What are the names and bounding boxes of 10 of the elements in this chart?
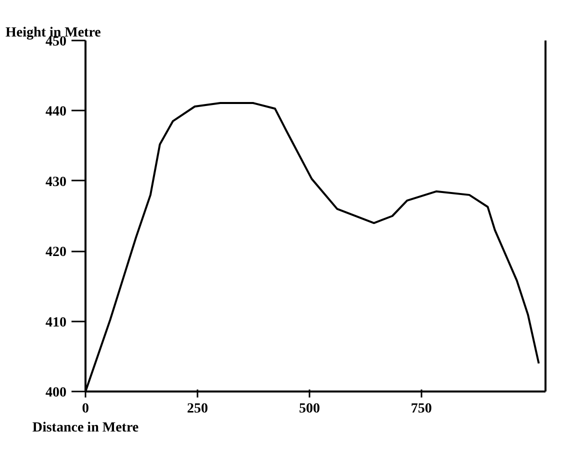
x-tick-label: 250 [186,402,208,416]
y-tick-label: 440 [46,104,66,120]
x-tick-label: 750 [410,402,432,416]
y-tick-label: 410 [46,315,66,330]
y-tick-label: 420 [46,245,66,260]
y-tick-label: 430 [46,174,66,190]
x-tick-label: 500 [298,402,320,416]
x-axis-title: Distance in Metre [32,420,139,436]
x-tick-label: 0 [82,402,89,416]
y-tick-label: 400 [46,386,66,400]
